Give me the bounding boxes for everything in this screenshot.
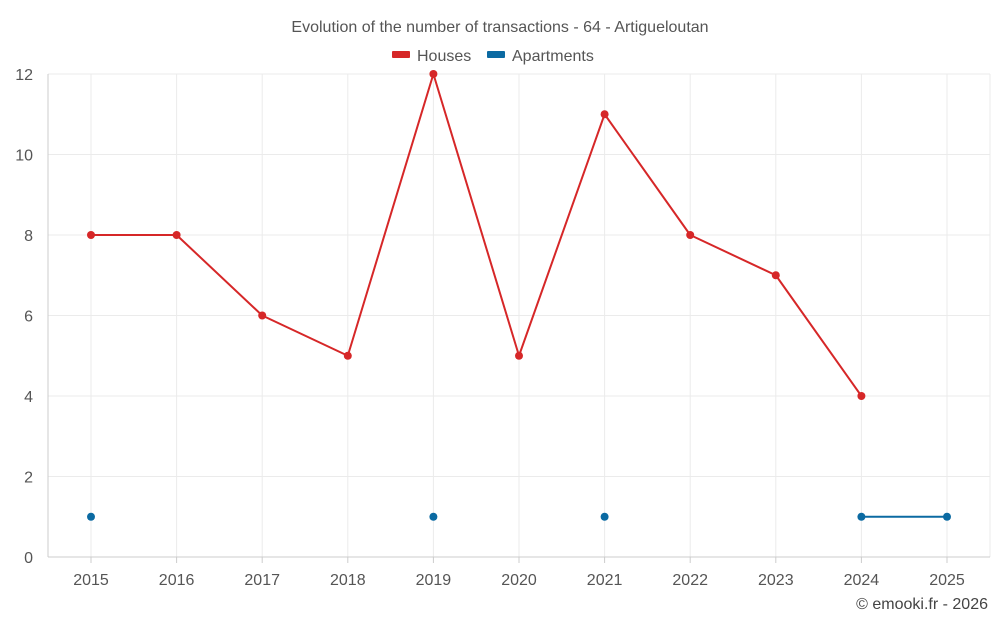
x-tick-label: 2023 <box>758 572 794 589</box>
x-tick-label: 2017 <box>244 572 280 589</box>
data-point-apartments-2021[interactable]: Apartments 2021: 1 <box>600 512 609 521</box>
x-tick-label: 2015 <box>73 572 109 589</box>
data-point-houses-2018[interactable]: Houses 2018: 5 <box>343 351 352 360</box>
series-apartments: Apartments 2015: 1 Apartments 2019: 1 Apar… <box>87 512 951 521</box>
data-point-houses-2021[interactable]: Houses 2021: 11 <box>600 110 609 119</box>
axes: 0 2 4 6 8 10 12 2015 2016 2017 2018 2019 2020 2021 202… <box>15 67 990 589</box>
legend-item-apartments[interactable]: Apartments <box>487 48 594 65</box>
x-tick-label: 2024 <box>844 572 880 589</box>
series-line-houses <box>91 73 863 397</box>
data-point-houses-2022[interactable]: Houses 2022: 8 <box>686 231 695 239</box>
chart-title: Evolution of the number of transactions … <box>291 19 708 36</box>
data-point-houses-2020[interactable]: Houses 2020: 5 <box>515 351 523 360</box>
legend-label-apartments: Apartments <box>512 48 594 65</box>
x-tick-label: 2019 <box>416 572 452 589</box>
legend-item-houses[interactable]: Houses <box>392 48 471 65</box>
y-tick-label: 12 <box>15 67 33 84</box>
legend-swatch-houses <box>392 51 410 58</box>
y-tick-label: 2 <box>24 470 33 487</box>
data-point-apartments-2015[interactable]: Apartments 2015: 1 <box>87 512 95 521</box>
data-point-houses-2015[interactable]: Houses 2015: 8 <box>87 231 95 239</box>
series: Houses 2015: 8 Houses 2016: 8 Houses 2017:… <box>87 70 951 521</box>
x-tick-label: 2016 <box>159 572 195 589</box>
x-tick-label: 2018 <box>330 572 366 589</box>
data-point-houses-2019[interactable]: Houses 2019: 12 <box>429 70 438 78</box>
legend: Houses Apartments <box>392 48 594 65</box>
data-point-apartments-2025[interactable]: Apartments 2025: 1 <box>943 512 951 521</box>
x-tick-label: 2025 <box>929 572 965 589</box>
data-point-houses-2016[interactable]: Houses 2016: 8 <box>172 231 181 239</box>
x-tick-label: 2021 <box>587 572 623 589</box>
y-tick-label: 0 <box>24 550 33 567</box>
legend-label-houses: Houses <box>417 48 471 65</box>
data-point-houses-2017[interactable]: Houses 2017: 6 <box>258 311 267 320</box>
data-point-houses-2023[interactable]: Houses 2023: 7 <box>771 271 780 280</box>
y-tick-label: 6 <box>24 309 33 326</box>
y-tick-label: 4 <box>24 389 33 406</box>
data-point-houses-2024[interactable]: Houses 2024: 4 <box>857 392 866 400</box>
data-point-apartments-2019[interactable]: Apartments 2019: 1 <box>429 512 438 521</box>
series-houses: Houses 2015: 8 Houses 2016: 8 Houses 2017:… <box>87 70 866 400</box>
grid <box>48 73 991 557</box>
y-tick-label: 8 <box>24 228 33 245</box>
data-point-apartments-2024[interactable]: Apartments 2024: 1 <box>857 512 866 521</box>
legend-swatch-apartments <box>487 51 505 58</box>
x-tick-label: 2020 <box>501 572 537 589</box>
x-tick-label: 2022 <box>672 572 708 589</box>
y-tick-label: 10 <box>15 148 33 165</box>
credit-text: © emooki.fr - 2026 <box>856 596 988 613</box>
